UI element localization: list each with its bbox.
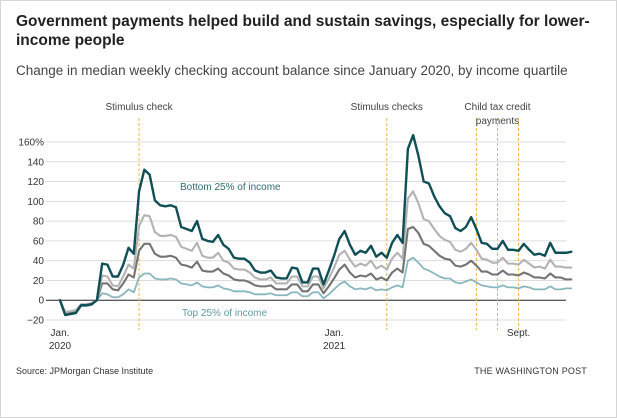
annotation-label: Child tax credit — [464, 102, 530, 113]
gridlines — [46, 141, 566, 321]
y-tick-label: 40 — [33, 256, 45, 267]
y-tick-label: 0 — [38, 296, 44, 307]
chart-title: Government payments helped build and sus… — [16, 13, 590, 49]
series-lines — [58, 133, 573, 317]
series-line-third-quartile — [58, 225, 573, 316]
x-axis-ticks: Jan. 2020 Jan. 2021 Sept. — [49, 328, 530, 352]
y-tick-label: 140 — [27, 157, 44, 168]
series-line-top-quartile — [59, 256, 573, 316]
x-tick-label: Jan. — [51, 328, 70, 339]
annotation-label: Stimulus check — [105, 102, 173, 113]
y-axis-ticks: −20 0 20 40 60 80 100 120 140 160% — [18, 138, 44, 327]
x-tick-label: Jan. — [325, 328, 344, 339]
annotation-label: Stimulus checks — [351, 102, 423, 113]
y-tick-label: 80 — [33, 217, 45, 228]
y-tick-label: 120 — [27, 177, 44, 188]
y-tick-label: −20 — [27, 316, 44, 327]
source-note: Source: JPMorgan Chase Institute — [16, 366, 154, 376]
x-tick-year-label: 2020 — [49, 341, 72, 352]
series-label-top-quartile: Top 25% of income — [182, 308, 267, 319]
x-tick-year-label: 2021 — [323, 341, 346, 352]
publisher-credit: THE WASHINGTON POST — [474, 366, 587, 376]
annotation-label: payments — [476, 116, 519, 127]
y-tick-label: 60 — [33, 236, 45, 247]
x-tick-label: Sept. — [507, 328, 530, 339]
series-line-bottom-quartile — [58, 133, 573, 317]
series-line-second-quartile — [58, 190, 573, 314]
y-tick-label: 20 — [33, 276, 45, 287]
series-label-bottom-quartile: Bottom 25% of income — [180, 182, 281, 193]
chart-subtitle: Change in median weekly checking account… — [16, 63, 568, 78]
annotations: Stimulus check Stimulus checks Child tax c… — [105, 102, 531, 330]
y-tick-label: 100 — [27, 197, 44, 208]
y-tick-label: 160% — [18, 138, 44, 149]
